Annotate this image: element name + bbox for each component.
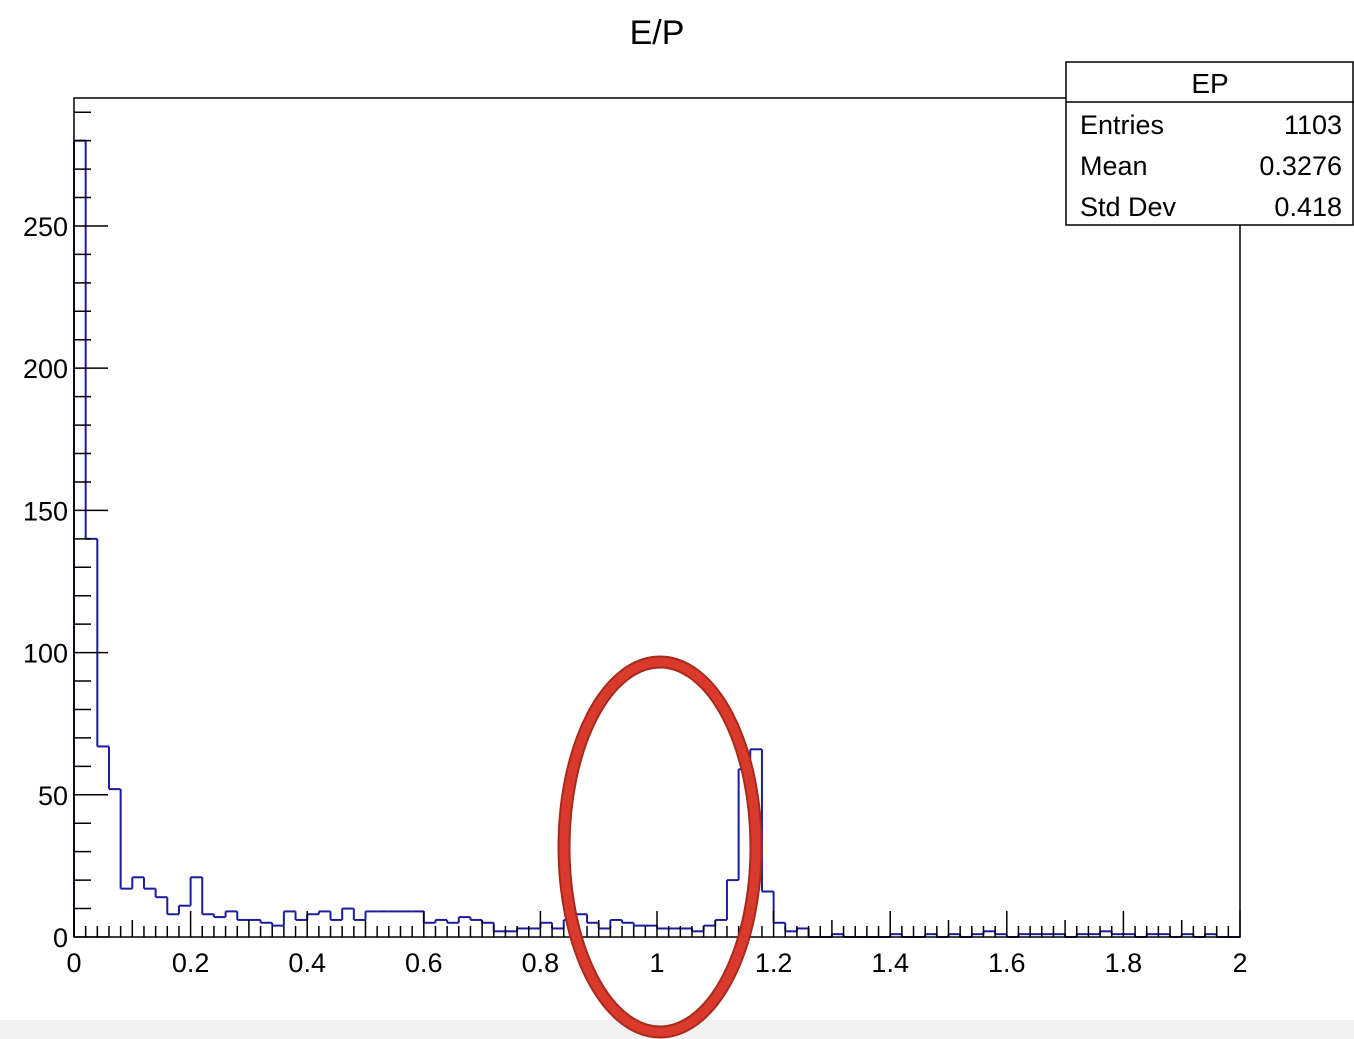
y-tick-label: 250 xyxy=(23,212,68,242)
x-tick-label: 1.2 xyxy=(755,948,793,978)
y-tick-label: 100 xyxy=(23,639,68,669)
x-tick-label: 0.6 xyxy=(405,948,443,978)
x-tick-label: 1 xyxy=(649,948,664,978)
x-tick-label: 2 xyxy=(1232,948,1247,978)
x-tick-label: 0.4 xyxy=(288,948,326,978)
x-tick-label: 0.8 xyxy=(522,948,560,978)
stats-row-value: 1103 xyxy=(1284,110,1342,140)
stats-row-label: Entries xyxy=(1080,110,1164,140)
x-tick-label: 0.2 xyxy=(172,948,210,978)
y-tick-label: 200 xyxy=(23,354,68,384)
x-tick-label: 1.4 xyxy=(871,948,909,978)
x-tick-label: 1.6 xyxy=(988,948,1026,978)
stats-box-frame xyxy=(1065,61,1354,226)
y-tick-label: 150 xyxy=(23,496,68,526)
x-tick-label: 0 xyxy=(66,948,81,978)
highlight-annotation xyxy=(557,655,763,1039)
stats-row-label: Std Dev xyxy=(1080,192,1177,222)
stats-row-value: 0.3276 xyxy=(1259,151,1342,181)
x-tick-label: 1.8 xyxy=(1105,948,1143,978)
stats-row-label: Mean xyxy=(1080,151,1148,181)
stats-row-value: 0.418 xyxy=(1274,192,1342,222)
axes: 0 0.2 0.4 0.6 0.8 1 1.2 1.4 1.6 1.8 2 0 50 100 150 200 2… xyxy=(23,97,1248,978)
y-tick-label: 0 xyxy=(53,923,68,953)
stats-box-name: EP xyxy=(1191,68,1228,99)
highlight-ellipse xyxy=(559,657,761,1037)
stats-box: EP Entries 1103 Mean 0.3276 Std Dev 0.418 xyxy=(1065,61,1354,226)
y-tick-label: 50 xyxy=(38,781,68,811)
chart-title: E/P xyxy=(630,14,685,52)
